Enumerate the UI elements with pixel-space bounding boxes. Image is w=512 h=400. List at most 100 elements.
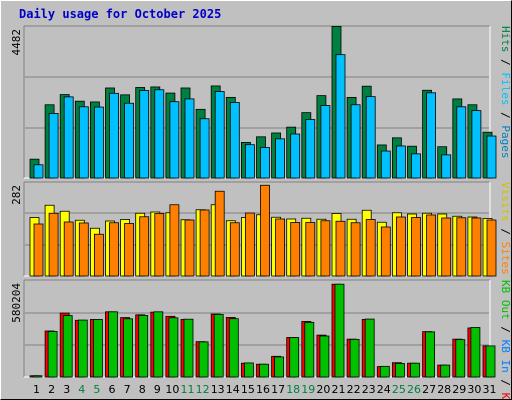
- sites-bar: [33, 223, 44, 277]
- x-tick-label: 10: [165, 383, 179, 396]
- x-tick-label: 19: [301, 383, 315, 396]
- x-tick-label: 6: [109, 383, 116, 396]
- x-tick-label: 1: [33, 383, 40, 396]
- x-tick-label: 30: [467, 383, 481, 396]
- files-bar: [214, 91, 225, 179]
- kb-out-bar: [440, 364, 451, 378]
- sites-bar: [214, 190, 225, 277]
- sites-bar: [471, 217, 482, 277]
- sites-bar: [169, 204, 180, 277]
- x-tick-label: 26: [407, 383, 421, 396]
- kb-out-bar: [77, 319, 88, 378]
- sites-bar: [244, 212, 255, 277]
- files-bar: [184, 98, 195, 179]
- x-tick-label: 25: [392, 383, 406, 396]
- sites-bar: [411, 217, 421, 277]
- legend-kbytes: KB Out / KB In / KB F: [499, 280, 512, 400]
- legend-entry: KB Out: [499, 280, 512, 320]
- x-tick-label: 28: [437, 383, 451, 396]
- x-tick-label: 31: [483, 383, 497, 396]
- sites-bar: [426, 214, 437, 277]
- files-bar: [139, 90, 150, 179]
- sites-bar: [456, 217, 467, 277]
- files-bar: [124, 102, 134, 179]
- x-tick-label: 20: [316, 383, 330, 396]
- kb-out-bar: [349, 338, 360, 378]
- sites-bar: [380, 226, 391, 277]
- hits-files-panel: 4482: [10, 25, 497, 179]
- x-tick-label: 23: [362, 383, 376, 396]
- kb-out-bar: [304, 321, 315, 378]
- legend-entry: Hits: [499, 26, 512, 53]
- files-bar: [169, 101, 180, 179]
- sites-bar: [441, 217, 452, 277]
- files-bar: [48, 113, 59, 179]
- sites-bar: [486, 219, 497, 277]
- legend-entry: Pages: [499, 125, 512, 158]
- legend-entry: /: [499, 106, 512, 126]
- x-tick-label: 29: [452, 383, 466, 396]
- x-tick-label: 15: [241, 383, 255, 396]
- kb-out-bar: [243, 362, 254, 378]
- sites-bar: [139, 216, 150, 277]
- files-bar: [456, 106, 467, 179]
- sites-bar: [350, 222, 361, 277]
- kb-out-bar: [259, 363, 269, 378]
- files-bar: [395, 145, 406, 179]
- sites-bar: [78, 222, 89, 277]
- files-bar: [380, 150, 391, 179]
- y-max-label: 580204: [10, 283, 23, 323]
- files-bar: [305, 119, 316, 179]
- files-bar: [365, 96, 376, 179]
- x-tick-label: 22: [347, 383, 361, 396]
- visits-sites-panel: 282: [10, 181, 497, 277]
- kb-out-bar: [123, 318, 133, 378]
- x-tick-label: 16: [256, 383, 270, 396]
- kb-out-bar: [108, 311, 118, 378]
- x-tick-label: 17: [271, 383, 285, 396]
- x-tick-label: 18: [286, 383, 300, 396]
- kb-out-bar: [364, 318, 375, 378]
- sites-bar: [395, 216, 406, 277]
- kb-out-bar: [153, 311, 164, 378]
- x-tick-label: 8: [139, 383, 146, 396]
- sites-bar: [63, 221, 74, 277]
- legend-entry: /: [499, 53, 512, 73]
- files-bar: [411, 153, 421, 179]
- kb-out-bar: [289, 337, 300, 378]
- sites-bar: [275, 218, 286, 277]
- sites-bar: [320, 220, 331, 277]
- files-bar: [244, 144, 255, 179]
- legend-hits-files: Hits / Files / Pages: [499, 26, 512, 159]
- files-bar: [154, 89, 165, 179]
- legend-entry: Sites: [499, 242, 512, 275]
- sites-bar: [305, 222, 316, 277]
- kb-out-bar: [485, 345, 496, 378]
- x-tick-label: 11: [181, 383, 195, 396]
- kb-out-bar: [32, 375, 43, 378]
- files-bar: [290, 133, 301, 179]
- legend-entry: KB In: [499, 340, 512, 373]
- files-bar: [320, 105, 331, 179]
- kb-out-bar: [425, 331, 436, 378]
- kb-out-bar: [183, 318, 194, 378]
- kb-out-bar: [379, 365, 390, 378]
- sites-bar: [124, 223, 134, 277]
- kb-out-bar: [410, 362, 420, 378]
- files-bar: [199, 118, 210, 179]
- x-tick-label: 27: [422, 383, 436, 396]
- files-bar: [78, 106, 89, 179]
- files-bar: [441, 154, 452, 179]
- kb-out-bar: [319, 335, 330, 378]
- x-tick-label: 3: [63, 383, 70, 396]
- kb-out-bar: [168, 317, 179, 378]
- kb-out-bar: [334, 283, 345, 378]
- x-tick-label: 5: [93, 383, 100, 396]
- sites-bar: [290, 222, 301, 277]
- kb-out-bar: [62, 315, 73, 378]
- kb-out-bar: [93, 319, 103, 378]
- files-bar: [63, 96, 74, 179]
- legend-entry: /: [499, 222, 512, 242]
- x-tick-label: 21: [332, 383, 346, 396]
